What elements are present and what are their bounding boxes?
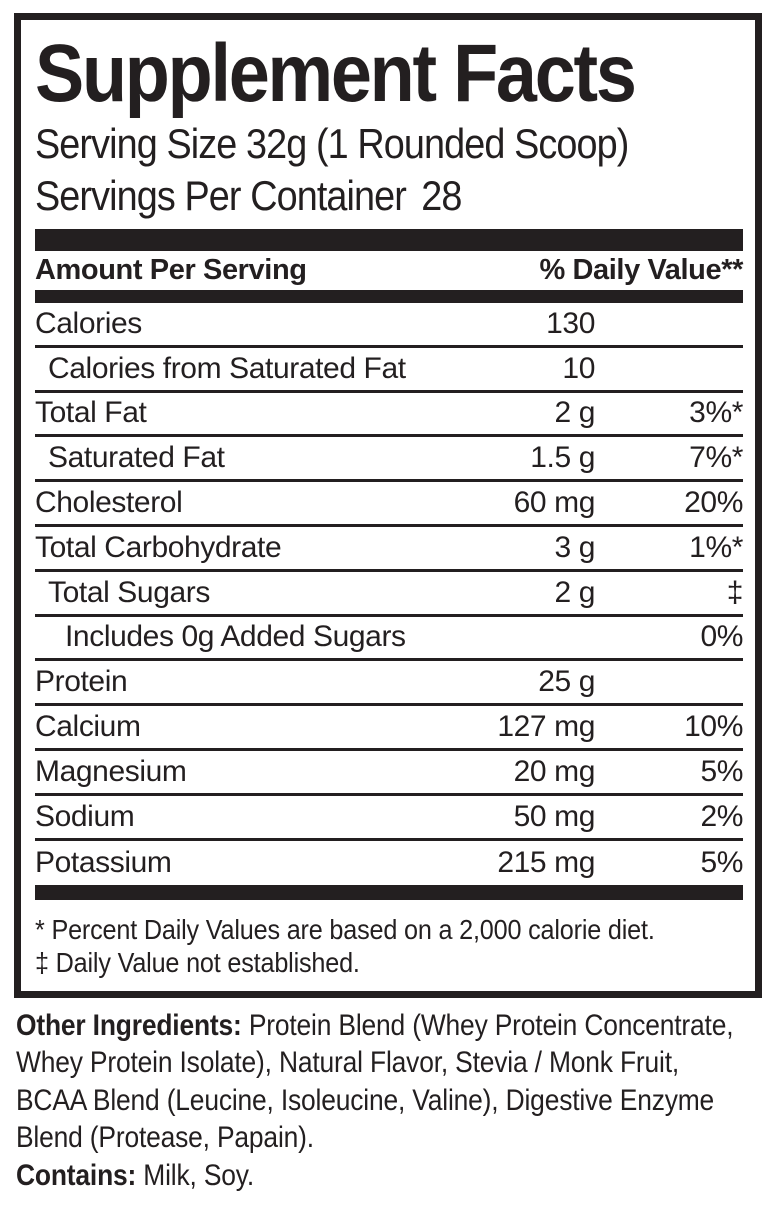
- nutrient-name: Magnesium: [35, 754, 187, 788]
- nutrient-name: Sodium: [35, 799, 135, 833]
- nutrient-amount: 2 g: [554, 396, 595, 430]
- nutrient-row-total-sugars: Total Sugars 2 g ‡: [35, 572, 743, 617]
- nutrient-daily-value: 0%: [700, 620, 743, 654]
- amount-per-serving-header: Amount Per Serving: [35, 254, 307, 286]
- footnote-percent-daily-values: * Percent Daily Values are based on a 2,…: [35, 914, 655, 946]
- nutrient-daily-value: 1%*: [689, 530, 743, 564]
- servings-per-container-line: Servings Per Container 28: [35, 170, 743, 222]
- nutrient-daily-value: 5%: [700, 845, 743, 879]
- daily-value-header: % Daily Value**: [539, 254, 743, 286]
- nutrient-daily-value: 5%: [700, 754, 743, 788]
- other-ingredients-line: BCAA Blend (Leucine, Isoleucine, Valine)…: [16, 1083, 715, 1117]
- nutrient-amount: 2 g: [554, 575, 595, 609]
- nutrient-amount: 25 g: [538, 665, 595, 699]
- servings-per-container-value: 28: [421, 172, 462, 219]
- nutrient-name: Calcium: [35, 710, 141, 744]
- nutrient-row-added-sugars: Includes 0g Added Sugars 0%: [35, 617, 743, 662]
- nutrient-daily-value: 10%: [684, 710, 743, 744]
- contains-label: Contains:: [16, 1158, 137, 1192]
- footnotes: * Percent Daily Values are based on a 2,…: [35, 913, 743, 979]
- nutrient-name: Total Carbohydrate: [35, 530, 282, 564]
- column-header-row: Amount Per Serving % Daily Value**: [35, 251, 743, 290]
- nutrient-amount: 1.5 g: [530, 441, 595, 475]
- nutrient-amount: 50 mg: [513, 799, 596, 833]
- nutrient-row-total-carbohydrate: Total Carbohydrate 3 g 1%*: [35, 527, 743, 572]
- nutrient-name: Includes 0g Added Sugars: [65, 620, 406, 654]
- separator-bar-header: [35, 290, 743, 303]
- footnote-daily-value-not-established: ‡ Daily Value not established.: [35, 947, 360, 979]
- nutrient-name: Saturated Fat: [48, 441, 225, 475]
- serving-size-line: Serving Size 32g (1 Rounded Scoop): [35, 120, 629, 167]
- nutrient-amount: 127 mg: [497, 710, 595, 744]
- nutrient-row-magnesium: Magnesium 20 mg 5%: [35, 751, 743, 796]
- servings-per-container-label: Servings Per Container: [35, 172, 407, 219]
- separator-bar-bottom: [35, 885, 743, 901]
- other-ingredients-line: Blend (Protease, Papain).: [16, 1121, 314, 1155]
- other-ingredients-line: Whey Protein Isolate), Natural Flavor, S…: [16, 1046, 680, 1080]
- other-ingredients-label: Other Ingredients:: [16, 1009, 242, 1042]
- other-ingredients-section: Other Ingredients: Protein Blend (Whey P…: [16, 1007, 776, 1194]
- panel-title: Supplement Facts: [35, 28, 637, 119]
- nutrient-amount: 130: [546, 306, 595, 340]
- nutrient-name: Calories: [35, 306, 142, 340]
- nutrient-daily-value: ‡: [726, 575, 744, 609]
- nutrient-name: Protein: [35, 665, 128, 699]
- nutrient-row-calories: Calories 130: [35, 303, 743, 348]
- nutrient-amount: 3 g: [554, 530, 595, 564]
- nutrient-amount: 20 mg: [513, 754, 596, 788]
- nutrient-row-calcium: Calcium 127 mg 10%: [35, 706, 743, 751]
- nutrient-name: Cholesterol: [35, 486, 183, 520]
- nutrient-row-total-fat: Total Fat 2 g 3%*: [35, 393, 743, 438]
- separator-bar-top: [35, 229, 743, 251]
- nutrient-daily-value: 2%: [700, 799, 743, 833]
- nutrient-name: Calories from Saturated Fat: [48, 351, 406, 385]
- nutrient-row-potassium: Potassium 215 mg 5%: [35, 841, 743, 886]
- nutrient-table: Calories 130 Calories from Saturated Fat…: [35, 303, 743, 885]
- nutrient-daily-value: 7%*: [689, 441, 743, 475]
- other-ingredients-line: Other Ingredients: Protein Blend (Whey P…: [16, 1009, 734, 1042]
- nutrient-row-protein: Protein 25 g: [35, 661, 743, 707]
- contains-line: Contains: Milk, Soy.: [16, 1158, 255, 1192]
- nutrient-amount: 60 mg: [513, 486, 596, 520]
- nutrient-name: Total Sugars: [48, 575, 210, 609]
- nutrient-row-sodium: Sodium 50 mg 2%: [35, 796, 743, 841]
- nutrient-amount: 215 mg: [497, 845, 595, 879]
- nutrient-row-saturated-fat: Saturated Fat 1.5 g 7%*: [35, 437, 743, 483]
- nutrient-name: Potassium: [35, 845, 172, 879]
- nutrient-amount: 10: [562, 351, 595, 385]
- nutrient-daily-value: 3%*: [689, 396, 743, 430]
- supplement-facts-panel: Supplement Facts Serving Size 32g (1 Rou…: [14, 13, 762, 998]
- nutrient-daily-value: 20%: [684, 486, 743, 520]
- nutrient-row-calories-from-saturated-fat: Calories from Saturated Fat 10: [35, 348, 743, 393]
- nutrient-row-cholesterol: Cholesterol 60 mg 20%: [35, 482, 743, 527]
- nutrient-name: Total Fat: [35, 396, 147, 430]
